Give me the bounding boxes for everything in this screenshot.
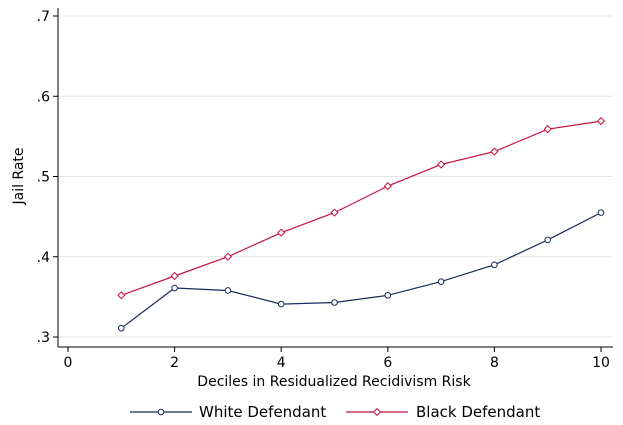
- y-tick-label: .5: [37, 170, 50, 186]
- data-point-white-defendant: [225, 288, 231, 294]
- data-point-white-defendant: [278, 301, 284, 307]
- data-point-white-defendant: [332, 300, 338, 306]
- data-point-white-defendant: [119, 325, 125, 331]
- x-tick-label: 10: [592, 355, 610, 371]
- x-tick-label: 0: [64, 355, 73, 371]
- data-point-white-defendant: [385, 292, 391, 298]
- legend-label-black-defendant: Black Defendant: [416, 403, 540, 421]
- data-point-white-defendant: [438, 279, 444, 285]
- x-tick-label: 6: [383, 355, 392, 371]
- x-axis-label: Deciles in Residualized Recidivism Risk: [197, 374, 471, 390]
- x-tick-label: 4: [277, 355, 286, 371]
- x-tick-label: 8: [490, 355, 499, 371]
- data-point-white-defendant: [492, 262, 498, 268]
- data-point-white-defendant: [545, 237, 551, 243]
- y-tick-label: .4: [37, 250, 50, 266]
- data-point-white-defendant: [172, 285, 178, 291]
- data-point-white-defendant: [598, 210, 604, 216]
- y-tick-label: .6: [37, 89, 50, 105]
- x-tick-label: 2: [170, 355, 179, 371]
- y-axis-label: Jail Rate: [11, 147, 27, 205]
- y-tick-label: .3: [37, 330, 50, 346]
- y-tick-label: .7: [37, 9, 50, 25]
- legend-label-white-defendant: White Defendant: [199, 403, 326, 421]
- legend-marker-white-defendant: [158, 409, 164, 415]
